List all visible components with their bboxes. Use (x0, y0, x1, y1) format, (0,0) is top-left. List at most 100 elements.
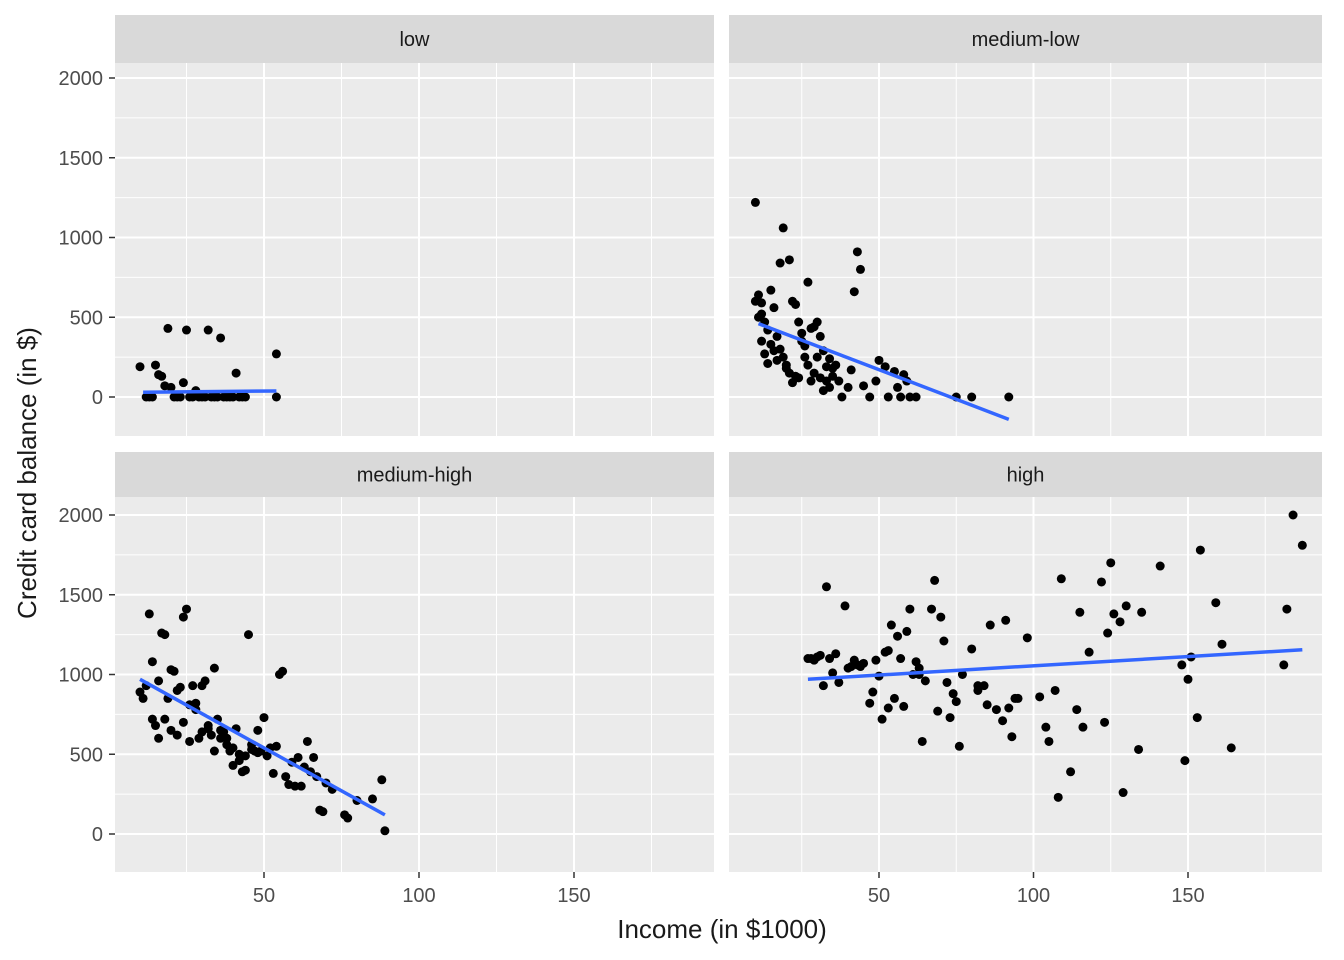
data-point (228, 760, 238, 770)
data-point (166, 725, 176, 735)
data-point (172, 730, 182, 740)
data-point (271, 741, 281, 751)
y-tick-label: 500 (70, 307, 103, 329)
trend-line (143, 389, 277, 394)
data-point (1118, 788, 1128, 798)
facet-label: medium-low (972, 29, 1080, 51)
data-point (154, 733, 164, 743)
facet-strip (729, 15, 1322, 63)
data-point (828, 668, 838, 678)
data-point (753, 312, 763, 322)
data-point (905, 392, 915, 402)
data-point (775, 258, 785, 268)
data-point (920, 676, 930, 686)
data-point (1096, 577, 1106, 587)
data-point (948, 689, 958, 699)
data-point (1106, 558, 1116, 568)
data-point (825, 354, 835, 364)
data-point (893, 382, 903, 392)
data-point (216, 733, 226, 743)
data-point (973, 681, 983, 691)
data-point (377, 775, 387, 785)
data-point (769, 303, 779, 313)
data-point (262, 751, 272, 761)
data-point (240, 765, 250, 775)
data-point (343, 813, 353, 823)
data-point (825, 382, 835, 392)
x-tick-label: 100 (402, 885, 435, 907)
y-tick-label: 2000 (59, 68, 104, 90)
data-point (967, 392, 977, 402)
data-point (933, 706, 943, 716)
data-point (778, 223, 788, 233)
data-point (302, 736, 312, 746)
data-point (998, 716, 1008, 726)
data-point (151, 360, 160, 370)
data-point (1226, 743, 1236, 753)
data-point (157, 371, 167, 381)
data-point (800, 352, 810, 362)
data-point (837, 392, 847, 402)
data-point (834, 376, 844, 386)
data-point (855, 662, 865, 672)
data-point (1134, 744, 1144, 754)
data-point (917, 736, 927, 746)
data-point (1053, 792, 1063, 802)
data-point (1004, 703, 1014, 713)
data-point (222, 733, 232, 743)
data-point (1192, 713, 1202, 723)
data-point (945, 713, 955, 723)
data-point (871, 655, 881, 665)
data-point (228, 392, 238, 402)
data-point (138, 693, 148, 703)
data-point (209, 746, 219, 756)
data-point (1001, 615, 1011, 625)
data-point (296, 781, 306, 791)
data-point (794, 317, 804, 327)
data-point (899, 701, 909, 711)
data-point (806, 654, 816, 664)
data-point (930, 575, 940, 585)
data-point (896, 392, 906, 402)
data-point (831, 360, 841, 370)
data-point (213, 392, 222, 402)
data-point (1007, 732, 1017, 742)
data-point (1050, 685, 1060, 695)
x-tick-label: 50 (253, 885, 275, 907)
data-point (784, 255, 794, 265)
data-point (175, 392, 185, 402)
data-point (259, 713, 269, 723)
trend-line (139, 677, 386, 817)
data-point (234, 756, 244, 766)
data-point (1288, 510, 1298, 520)
data-point (936, 612, 946, 622)
data-point (859, 381, 869, 391)
data-point (939, 636, 949, 646)
data-point (750, 296, 760, 306)
data-point (1103, 628, 1113, 638)
y-axis-title: Credit card balance (in $) (12, 327, 42, 619)
facet-strip (115, 452, 714, 497)
data-point (1084, 647, 1094, 657)
y-tick-label: 500 (70, 744, 103, 766)
data-point (1279, 660, 1289, 670)
data-point (135, 362, 145, 372)
data-point (911, 392, 921, 402)
data-point (883, 646, 893, 656)
data-point (244, 630, 253, 640)
panel-background (115, 497, 714, 872)
y-tick-label: 1500 (59, 148, 104, 170)
data-point (757, 336, 767, 346)
data-point (865, 698, 875, 708)
data-point (318, 807, 328, 817)
y-tick-label: 1000 (59, 665, 104, 687)
data-point (852, 247, 862, 257)
data-point (175, 682, 185, 692)
data-point (828, 371, 838, 381)
data-point (290, 781, 300, 791)
data-point (253, 748, 263, 758)
data-point (883, 392, 893, 402)
facet-label: medium-high (357, 465, 473, 487)
data-point (1180, 756, 1190, 766)
